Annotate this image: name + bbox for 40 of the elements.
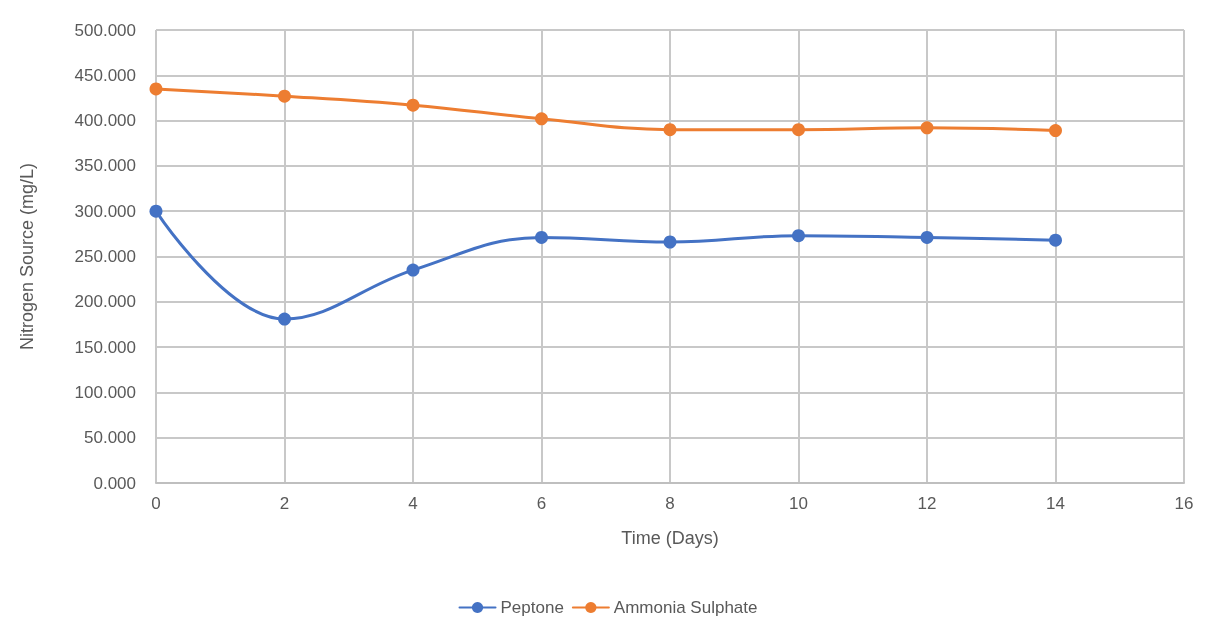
x-tick-label: 0 — [151, 494, 161, 513]
point — [406, 263, 420, 277]
point — [535, 230, 548, 244]
y-axis-title: Nitrogen Source (mg/L) — [17, 162, 37, 351]
y-tick-label: 100.000 — [74, 382, 136, 402]
y-tick-label: 350.000 — [74, 156, 136, 176]
x-tick-label: 6 — [536, 494, 547, 513]
point — [1049, 124, 1062, 138]
point — [792, 123, 805, 137]
y-tick-label: 50.000 — [84, 428, 136, 448]
x-tick-label: 8 — [665, 494, 675, 513]
point — [406, 98, 420, 112]
y-tick-label: 500.000 — [74, 20, 136, 40]
point — [920, 121, 934, 135]
point — [278, 312, 291, 326]
x-tick-label: 4 — [408, 494, 418, 513]
x-tick-label: 12 — [917, 494, 937, 513]
point — [535, 112, 548, 126]
x-tick-label: 2 — [279, 494, 290, 513]
legend-label: Peptone — [500, 598, 564, 617]
y-tick-label: 400.000 — [74, 111, 136, 131]
y-tick-label: 200.000 — [74, 292, 136, 312]
point — [920, 230, 934, 244]
point — [149, 204, 163, 218]
y-tick-label: 250.000 — [74, 247, 136, 266]
x-tick-label: 14 — [1046, 494, 1065, 513]
legend-label: Ammonia Sulphate — [613, 598, 758, 617]
x-tick-label: 16 — [1174, 494, 1194, 513]
x-tick-label: 10 — [789, 494, 808, 513]
point — [663, 235, 677, 249]
x-axis-title: Time (Days) — [621, 528, 719, 548]
y-tick-label: 300.000 — [74, 201, 136, 221]
point — [278, 89, 291, 103]
y-tick-label: 150.000 — [74, 337, 136, 357]
point — [792, 229, 805, 243]
y-tick-label: 450.000 — [74, 65, 136, 85]
point — [149, 82, 163, 96]
point — [1049, 233, 1062, 247]
point — [663, 123, 677, 137]
y-tick-label: 0.000 — [93, 473, 136, 493]
